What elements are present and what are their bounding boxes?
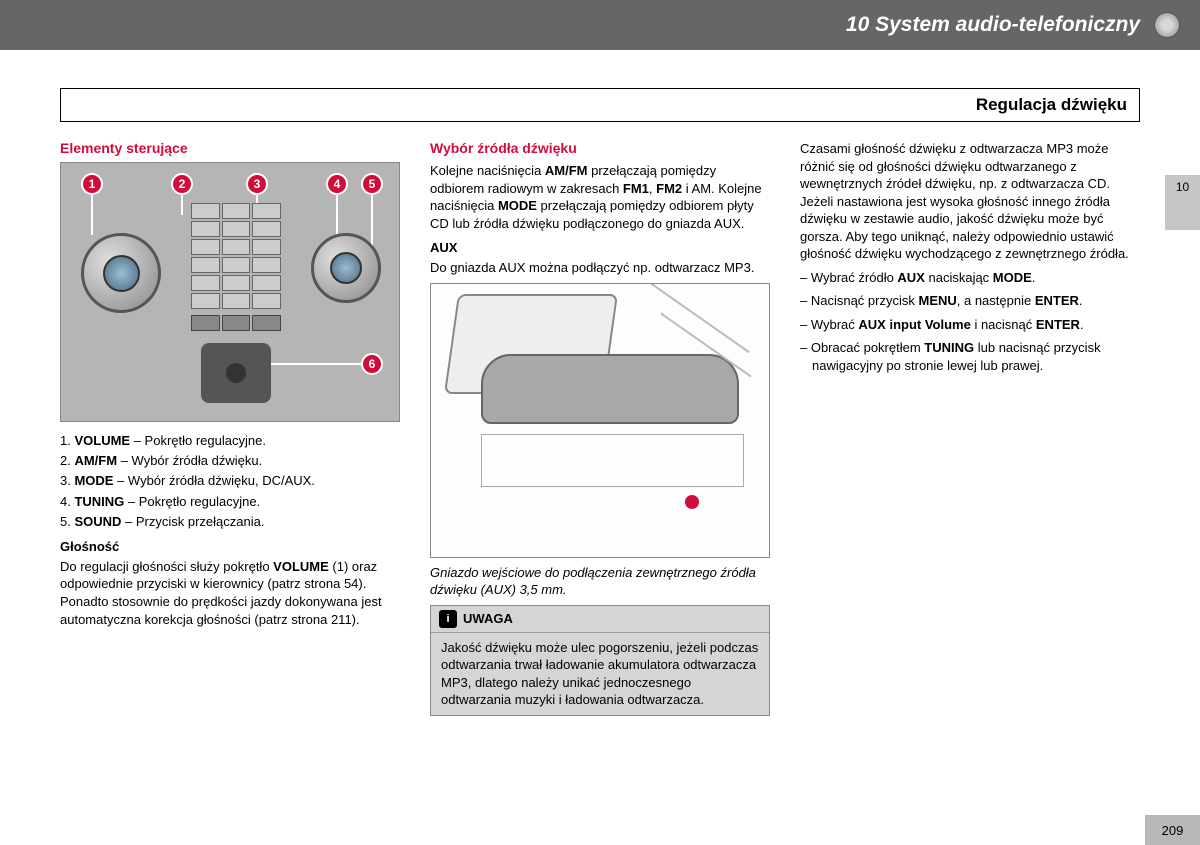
speaker-icon (1154, 12, 1180, 38)
legend-item: 2. AM/FM – Wybór źródła dźwięku. (60, 452, 400, 470)
legend-item: 4. TUNING – Pokrętło regulacyjne. (60, 493, 400, 511)
legend-list: 1. VOLUME – Pokrętło regulacyjne. 2. AM/… (60, 432, 400, 531)
step-item: Wybrać źródło AUX naciskając MODE. (800, 269, 1140, 287)
callout-5: 5 (361, 173, 383, 195)
leader-line (181, 195, 183, 215)
callout-3: 3 (246, 173, 268, 195)
section-title: Regulacja dźwięku (60, 88, 1140, 122)
page-number: 209 (1145, 815, 1200, 845)
console-lines (481, 434, 744, 487)
source-paragraph: Kolejne naciśnięcia AM/FM przełączają po… (430, 162, 770, 232)
volume-paragraph: Do regulacji głośności służy pokrętło VO… (60, 558, 400, 628)
note-label: UWAGA (463, 611, 513, 626)
mp3-paragraph: Czasami głośność dźwięku z odtwarzacza M… (800, 140, 1140, 263)
controls-heading: Elementy sterujące (60, 140, 400, 156)
note-heading: i UWAGA (431, 606, 769, 633)
aux-paragraph: Do gniazda AUX można podłączyć np. odtwa… (430, 259, 770, 277)
keypad (191, 203, 281, 309)
callout-4: 4 (326, 173, 348, 195)
leader-line (271, 363, 361, 365)
chapter-header: 10 System audio-telefoniczny (0, 0, 1200, 50)
callout-2: 2 (171, 173, 193, 195)
column-3: Czasami głośność dźwięku z odtwarzacza M… (800, 140, 1140, 716)
side-tab: 10 (1165, 175, 1200, 230)
console-shape (481, 354, 739, 424)
controls-diagram: 1 2 3 4 5 6 (60, 162, 400, 422)
button-row (191, 315, 281, 331)
step-item: Obracać pokrętłem TUNING lub nacisnąć pr… (800, 339, 1140, 374)
legend-item: 1. VOLUME – Pokrętło regulacyjne. (60, 432, 400, 450)
note-body: Jakość dźwięku może ulec pogorszeniu, je… (431, 633, 769, 715)
aux-diagram (430, 283, 770, 558)
aux-heading: AUX (430, 240, 770, 255)
tuning-dial (311, 233, 381, 303)
volume-heading: Głośność (60, 539, 400, 554)
column-2: Wybór źródła dźwięku Kolejne naciśnięcia… (430, 140, 770, 716)
volume-dial (81, 233, 161, 313)
note-box: i UWAGA Jakość dźwięku może ulec pogorsz… (430, 605, 770, 716)
leader-line (91, 195, 93, 235)
steps-list: Wybrać źródło AUX naciskając MODE. Nacis… (800, 269, 1140, 375)
nav-pad (201, 343, 271, 403)
chapter-title: System audio-telefoniczny (875, 13, 1140, 37)
callout-1: 1 (81, 173, 103, 195)
source-heading: Wybór źródła dźwięku (430, 140, 770, 156)
step-item: Wybrać AUX input Volume i nacisnąć ENTER… (800, 316, 1140, 334)
callout-6: 6 (361, 353, 383, 375)
aux-caption: Gniazdo wejściowe do podłączenia zewnętr… (430, 564, 770, 599)
column-1: Elementy sterujące 1 2 3 4 5 6 (60, 140, 400, 716)
content-area: Elementy sterujące 1 2 3 4 5 6 (60, 140, 1140, 716)
info-icon: i (439, 610, 457, 628)
step-item: Nacisnąć przycisk MENU, a następnie ENTE… (800, 292, 1140, 310)
legend-item: 5. SOUND – Przycisk przełączania. (60, 513, 400, 531)
aux-jack-marker (685, 495, 699, 509)
leader-line (336, 195, 338, 235)
legend-item: 3. MODE – Wybór źródła dźwięku, DC/AUX. (60, 472, 400, 490)
chapter-number: 10 (846, 13, 869, 37)
